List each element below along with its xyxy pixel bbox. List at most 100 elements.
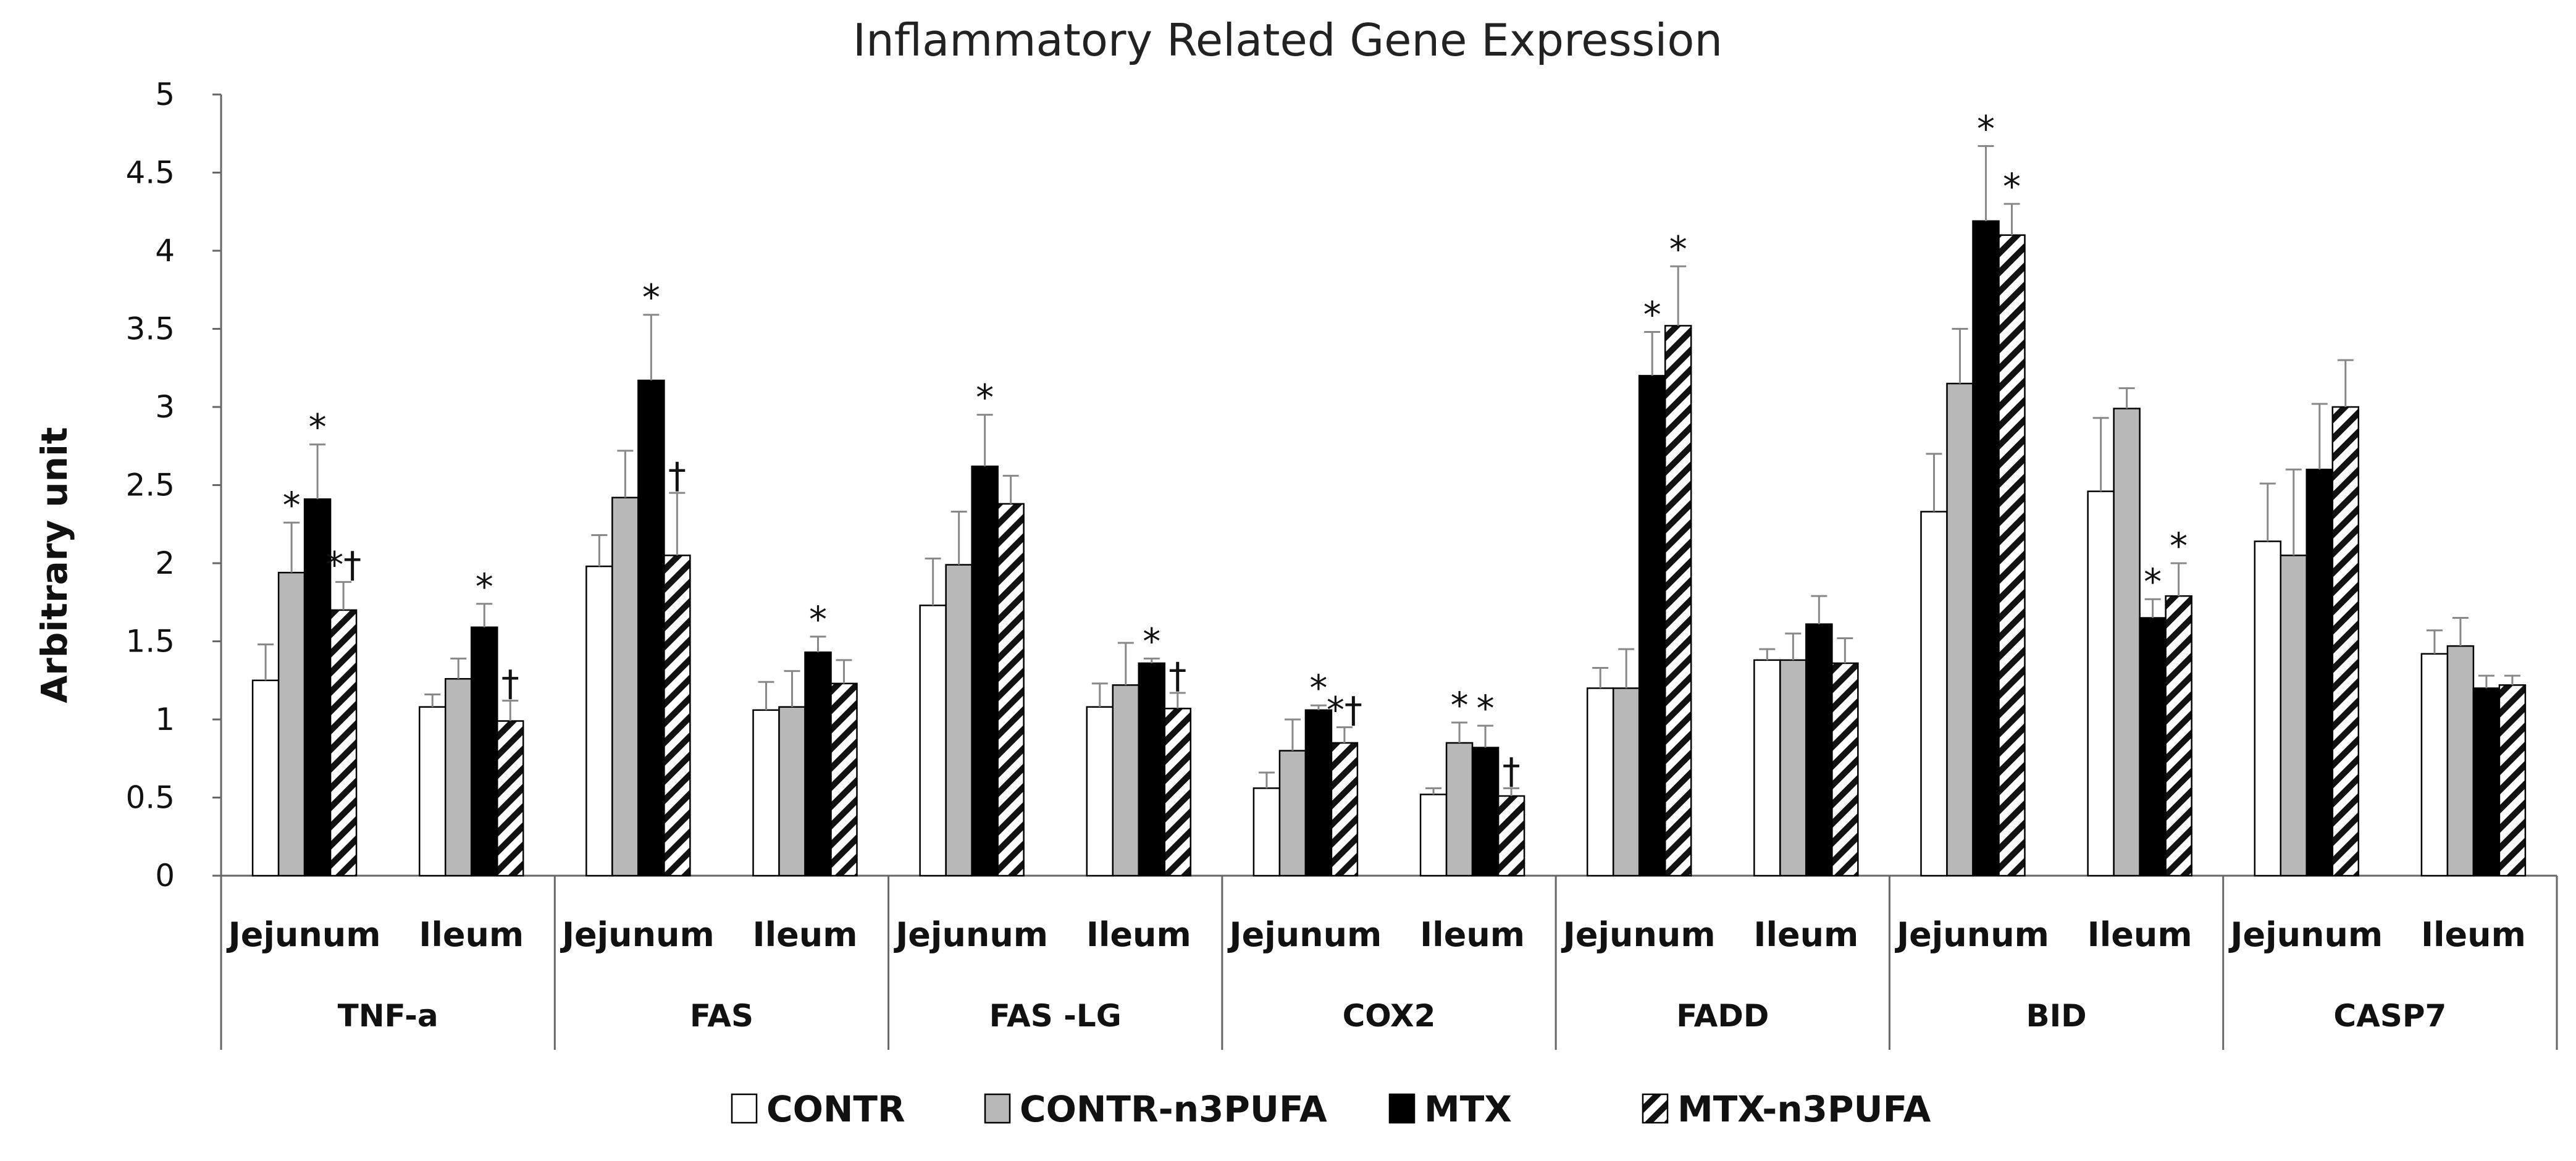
significance-marker: *† — [325, 543, 361, 585]
bar — [1330, 742, 1359, 877]
bar — [1920, 511, 1948, 877]
significance-marker: * — [283, 484, 301, 526]
y-tick-label: 1.5 — [125, 624, 175, 660]
significance-marker: * — [2170, 525, 2188, 567]
y-tick-label: 4.5 — [125, 155, 175, 191]
bar — [1664, 325, 1692, 877]
y-tick-label: 2.5 — [125, 467, 175, 503]
bar — [2498, 684, 2527, 877]
axes: 0 0.5 1 1.5 2 2.5 3 3.5 4 4.5 5 Jejunum Ileum TNF-a Je… — [125, 77, 2558, 1050]
bar — [804, 651, 832, 877]
bar — [1972, 220, 2000, 877]
bar — [1419, 794, 1448, 877]
y-tick-label: 0 — [155, 858, 175, 894]
bar — [1086, 706, 1114, 877]
bar — [444, 677, 472, 877]
sub-category-label: Jejunum — [1227, 915, 1382, 954]
bar — [611, 497, 639, 877]
significance-marker: † — [668, 455, 686, 497]
sub-category-label: Ileum — [2087, 915, 2192, 954]
y-tick-label: 0.5 — [125, 780, 175, 816]
sub-category-label: Jejunum — [2228, 915, 2383, 954]
sub-category-label: Ileum — [1753, 915, 1858, 954]
bar — [2331, 406, 2360, 877]
significance-marker: * — [642, 277, 660, 319]
bar — [470, 626, 498, 877]
bar — [919, 605, 947, 877]
legend-label: MTX — [1424, 1088, 1512, 1130]
group-label: FADD — [1676, 998, 1769, 1034]
bar — [752, 709, 780, 877]
legend-swatch — [731, 1093, 758, 1124]
legend: CONTR CONTR-n3PUFA MTX MTX-n3PUFA — [731, 1088, 1931, 1130]
significance-marker: † — [1168, 655, 1186, 697]
bar — [2139, 617, 2167, 877]
bar — [663, 555, 691, 877]
bar — [2472, 687, 2501, 877]
bar — [2165, 595, 2192, 877]
bar — [418, 706, 447, 877]
significance-marker: † — [1503, 750, 1521, 792]
legend-swatch — [1642, 1093, 1669, 1124]
significance-marker: * — [309, 406, 327, 448]
sub-category-label: Jejunum — [1894, 915, 2049, 954]
significance-marker: * — [1477, 687, 1495, 729]
significance-marker: * — [976, 377, 994, 419]
bar — [1946, 382, 1974, 877]
bar — [585, 565, 613, 877]
bar — [830, 682, 858, 877]
legend-swatch — [1388, 1093, 1416, 1124]
significance-marker: * — [1643, 294, 1661, 336]
bar — [2305, 468, 2334, 877]
y-tick-label: 2 — [155, 545, 175, 581]
group-label: FAS -LG — [989, 998, 1122, 1034]
legend-label: CONTR-n3PUFA — [1020, 1088, 1327, 1130]
bar — [1831, 662, 1859, 877]
legend-swatch — [984, 1093, 1011, 1124]
y-tick-label: 5 — [155, 77, 175, 112]
group-label: BID — [2026, 998, 2086, 1034]
y-tick-label: 1 — [155, 702, 175, 737]
bars-layer: ********* *****††††*††*** — [251, 107, 2527, 877]
significance-marker: *† — [1327, 689, 1362, 731]
sub-category-label: Jejunum — [893, 915, 1048, 954]
group-label: COX2 — [1343, 998, 1436, 1034]
bar — [1998, 234, 2026, 877]
significance-marker: † — [501, 663, 519, 705]
group-label: TNF-a — [338, 998, 438, 1034]
bar — [1805, 623, 1833, 877]
y-tick-label: 3.5 — [125, 311, 175, 347]
legend-label: CONTR — [766, 1088, 905, 1130]
bar — [1164, 708, 1192, 877]
significance-marker: * — [1143, 620, 1160, 662]
bar — [496, 720, 524, 877]
sub-category-label: Ileum — [1420, 915, 1525, 954]
significance-marker: * — [2003, 166, 2021, 207]
bar — [1278, 750, 1307, 877]
bar — [329, 609, 358, 877]
chart-title: Inflammatory Related Gene Expression — [853, 14, 1722, 66]
bar — [1612, 687, 1640, 877]
bar — [1753, 659, 1781, 877]
bar — [1138, 662, 1166, 877]
significance-marker: * — [1451, 684, 1469, 726]
bar — [1112, 684, 1140, 877]
legend-label: MTX-n3PUFA — [1677, 1088, 1931, 1130]
bar — [2446, 645, 2475, 877]
bar — [251, 679, 280, 877]
bar — [1779, 659, 1807, 877]
bar — [778, 706, 806, 877]
significance-marker: * — [1977, 107, 1995, 149]
bar — [277, 571, 306, 877]
significance-marker: * — [809, 598, 827, 640]
sub-category-label: Jejunum — [1561, 915, 1716, 954]
bar — [1252, 787, 1281, 877]
significance-marker: * — [2144, 561, 2162, 603]
group-label: FAS — [690, 998, 753, 1034]
bar — [1497, 795, 1525, 877]
bar — [971, 465, 999, 877]
sub-category-label: Ileum — [2421, 915, 2526, 954]
bar — [1304, 709, 1333, 877]
sub-category-label: Ileum — [419, 915, 524, 954]
